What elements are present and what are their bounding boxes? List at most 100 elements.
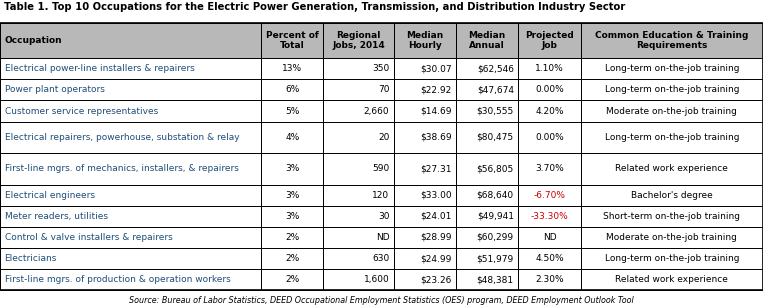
- Bar: [456, 185, 518, 206]
- Bar: [394, 153, 456, 185]
- Text: $24.99: $24.99: [420, 254, 452, 263]
- Text: 0.00%: 0.00%: [535, 85, 564, 95]
- Text: $51,979: $51,979: [477, 254, 513, 263]
- Text: 4.50%: 4.50%: [535, 254, 564, 263]
- Bar: [0, 100, 261, 122]
- Text: Projected
Job: Projected Job: [525, 31, 574, 50]
- Text: 630: 630: [372, 254, 389, 263]
- Bar: [261, 153, 324, 185]
- Bar: [0, 23, 763, 290]
- Bar: [261, 269, 324, 290]
- Bar: [324, 153, 394, 185]
- Text: $30.07: $30.07: [420, 64, 452, 73]
- Text: Meter readers, utilities: Meter readers, utilities: [5, 212, 108, 221]
- Text: ND: ND: [375, 233, 389, 242]
- Text: Median
Hourly: Median Hourly: [407, 31, 443, 50]
- Text: 4.20%: 4.20%: [535, 107, 564, 115]
- Text: Bachelor's degree: Bachelor's degree: [631, 191, 713, 200]
- Bar: [394, 206, 456, 227]
- Bar: [518, 23, 581, 58]
- Text: Common Education & Training
Requirements: Common Education & Training Requirements: [595, 31, 749, 50]
- Bar: [324, 58, 394, 80]
- Bar: [394, 185, 456, 206]
- Text: -33.30%: -33.30%: [530, 212, 568, 221]
- Bar: [394, 100, 456, 122]
- Bar: [518, 100, 581, 122]
- Bar: [0, 122, 261, 153]
- Bar: [261, 227, 324, 248]
- Bar: [324, 100, 394, 122]
- Bar: [581, 23, 763, 58]
- Text: Median
Annual: Median Annual: [468, 31, 506, 50]
- Bar: [0, 227, 261, 248]
- Text: Power plant operators: Power plant operators: [5, 85, 105, 95]
- Text: $49,941: $49,941: [477, 212, 513, 221]
- Text: Short-term on-the-job training: Short-term on-the-job training: [604, 212, 740, 221]
- Bar: [581, 153, 763, 185]
- Text: $38.69: $38.69: [420, 133, 452, 142]
- Text: $22.92: $22.92: [420, 85, 452, 95]
- Bar: [581, 185, 763, 206]
- Text: Occupation: Occupation: [5, 36, 63, 45]
- Bar: [324, 269, 394, 290]
- Text: Long-term on-the-job training: Long-term on-the-job training: [604, 133, 739, 142]
- Bar: [0, 248, 261, 269]
- Bar: [261, 23, 324, 58]
- Text: 120: 120: [372, 191, 389, 200]
- Bar: [261, 100, 324, 122]
- Text: Related work experience: Related work experience: [615, 275, 728, 284]
- Text: Electrical engineers: Electrical engineers: [5, 191, 95, 200]
- Text: ND: ND: [542, 233, 556, 242]
- Text: $80,475: $80,475: [477, 133, 513, 142]
- Text: $33.00: $33.00: [420, 191, 452, 200]
- Bar: [456, 23, 518, 58]
- Bar: [518, 80, 581, 100]
- Text: 1,600: 1,600: [364, 275, 389, 284]
- Text: 350: 350: [372, 64, 389, 73]
- Bar: [394, 269, 456, 290]
- Bar: [581, 269, 763, 290]
- Bar: [261, 122, 324, 153]
- Bar: [518, 269, 581, 290]
- Text: $48,381: $48,381: [477, 275, 513, 284]
- Text: 1.10%: 1.10%: [535, 64, 564, 73]
- Text: 3%: 3%: [285, 212, 300, 221]
- Text: $68,640: $68,640: [477, 191, 513, 200]
- Bar: [456, 80, 518, 100]
- Bar: [324, 23, 394, 58]
- Bar: [456, 153, 518, 185]
- Text: 590: 590: [372, 165, 389, 173]
- Text: $62,546: $62,546: [477, 64, 513, 73]
- Bar: [394, 248, 456, 269]
- Text: 13%: 13%: [282, 64, 302, 73]
- Text: Customer service representatives: Customer service representatives: [5, 107, 158, 115]
- Bar: [394, 23, 456, 58]
- Text: Moderate on-the-job training: Moderate on-the-job training: [607, 107, 737, 115]
- Text: 2%: 2%: [285, 233, 299, 242]
- Text: 4%: 4%: [285, 133, 299, 142]
- Text: Electrical repairers, powerhouse, substation & relay: Electrical repairers, powerhouse, substa…: [5, 133, 240, 142]
- Bar: [324, 185, 394, 206]
- Bar: [0, 153, 261, 185]
- Bar: [581, 206, 763, 227]
- Text: $56,805: $56,805: [477, 165, 513, 173]
- Bar: [324, 122, 394, 153]
- Text: 3%: 3%: [285, 165, 300, 173]
- Text: Source: Bureau of Labor Statistics, DEED Occupational Employment Statistics (OES: Source: Bureau of Labor Statistics, DEED…: [129, 297, 634, 305]
- Bar: [0, 80, 261, 100]
- Bar: [0, 269, 261, 290]
- Bar: [394, 227, 456, 248]
- Text: $24.01: $24.01: [420, 212, 452, 221]
- Bar: [456, 206, 518, 227]
- Text: Related work experience: Related work experience: [615, 165, 728, 173]
- Text: 20: 20: [378, 133, 389, 142]
- Bar: [0, 206, 261, 227]
- Text: $14.69: $14.69: [420, 107, 452, 115]
- Text: $60,299: $60,299: [477, 233, 513, 242]
- Bar: [261, 206, 324, 227]
- Bar: [456, 100, 518, 122]
- Text: Long-term on-the-job training: Long-term on-the-job training: [604, 254, 739, 263]
- Text: 2,660: 2,660: [364, 107, 389, 115]
- Text: $30,555: $30,555: [477, 107, 513, 115]
- Text: 2%: 2%: [285, 275, 299, 284]
